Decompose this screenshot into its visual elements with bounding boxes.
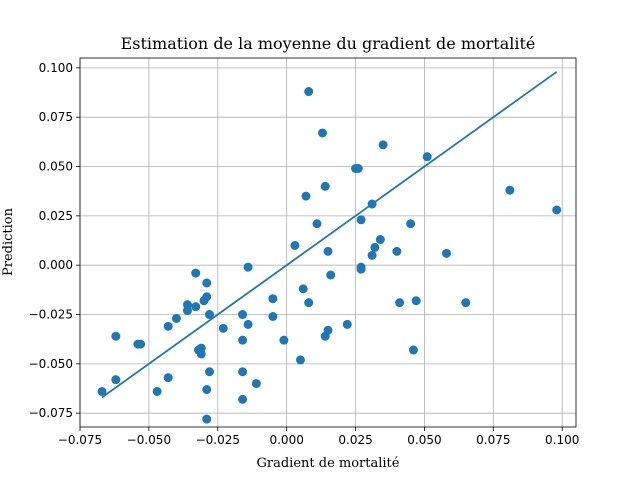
data-point xyxy=(441,248,451,258)
data-point xyxy=(191,268,201,278)
y-tick-label: 0.000 xyxy=(39,258,73,272)
x-tick-label: 0.025 xyxy=(338,433,372,447)
x-tick-label: 0.050 xyxy=(407,433,441,447)
data-point xyxy=(205,310,215,320)
data-point xyxy=(295,355,305,365)
data-point xyxy=(312,219,322,229)
y-tick-label: 0.025 xyxy=(39,209,73,223)
data-point xyxy=(191,302,201,312)
x-tick-label: −0.075 xyxy=(58,433,102,447)
x-tick-label: −0.025 xyxy=(196,433,240,447)
x-axis-label: Gradient de mortalité xyxy=(257,456,400,471)
data-point xyxy=(238,394,248,404)
data-point xyxy=(323,325,333,335)
data-point xyxy=(406,219,416,229)
x-tick-label: −0.050 xyxy=(127,433,171,447)
data-point xyxy=(268,311,278,321)
data-point xyxy=(552,205,562,215)
data-point xyxy=(171,313,181,323)
data-point xyxy=(238,310,248,320)
data-point xyxy=(243,319,253,329)
data-point xyxy=(353,164,363,174)
data-point xyxy=(370,242,380,252)
data-point xyxy=(238,367,248,377)
data-point xyxy=(202,278,212,288)
chart-title: Estimation de la moyenne du gradient de … xyxy=(121,34,536,53)
data-point xyxy=(367,250,377,260)
x-tick-label: 0.000 xyxy=(269,433,303,447)
data-point xyxy=(182,306,192,316)
data-point xyxy=(163,373,173,383)
data-point xyxy=(202,292,212,302)
y-tick-label: 0.075 xyxy=(39,110,73,124)
data-point xyxy=(243,262,253,272)
data-point xyxy=(378,140,388,150)
data-point xyxy=(111,375,121,385)
data-point xyxy=(268,294,278,304)
x-axis-ticks: −0.075 −0.050 −0.025 0.000 0.025 0.050 0.075 0.… xyxy=(58,427,579,447)
grid xyxy=(79,58,576,427)
data-point xyxy=(196,349,206,359)
fit-line xyxy=(101,71,558,399)
y-tick-label: 0.050 xyxy=(39,160,73,174)
data-point xyxy=(136,339,146,349)
data-point xyxy=(323,246,333,256)
data-point xyxy=(218,323,228,333)
x-tick-label: 0.075 xyxy=(476,433,510,447)
plot-frame xyxy=(79,57,577,428)
data-marks xyxy=(97,71,562,424)
data-point xyxy=(408,345,418,355)
data-point xyxy=(356,264,366,274)
data-point xyxy=(202,385,212,395)
data-point xyxy=(304,298,314,308)
data-point xyxy=(392,246,402,256)
data-point xyxy=(342,319,352,329)
data-point xyxy=(298,284,308,294)
data-point xyxy=(356,215,366,225)
data-point xyxy=(505,185,515,195)
data-point xyxy=(317,128,327,138)
data-point xyxy=(152,386,162,396)
data-point xyxy=(251,379,261,389)
data-point xyxy=(290,240,300,250)
y-tick-label: 0.100 xyxy=(39,61,73,75)
y-tick-label: −0.075 xyxy=(29,406,73,420)
x-tick-label: 0.100 xyxy=(545,433,579,447)
data-point xyxy=(411,296,421,306)
y-axis-label: Prediction xyxy=(1,207,16,276)
data-point xyxy=(422,152,432,162)
data-point xyxy=(375,235,385,245)
data-point xyxy=(304,87,314,97)
y-axis-ticks: −0.075 −0.050 −0.025 0.000 0.025 0.050 0.075 0.… xyxy=(29,61,80,420)
data-point xyxy=(97,386,107,396)
data-point xyxy=(301,191,311,201)
data-point xyxy=(326,270,336,280)
data-point xyxy=(395,298,405,308)
data-point xyxy=(320,181,330,191)
data-point xyxy=(238,335,248,345)
data-point xyxy=(461,298,471,308)
data-point xyxy=(279,335,289,345)
data-point xyxy=(111,331,121,341)
y-tick-label: −0.025 xyxy=(29,308,73,322)
y-tick-label: −0.050 xyxy=(29,357,73,371)
data-point xyxy=(202,414,212,424)
data-point xyxy=(163,321,173,331)
data-point xyxy=(205,367,215,377)
